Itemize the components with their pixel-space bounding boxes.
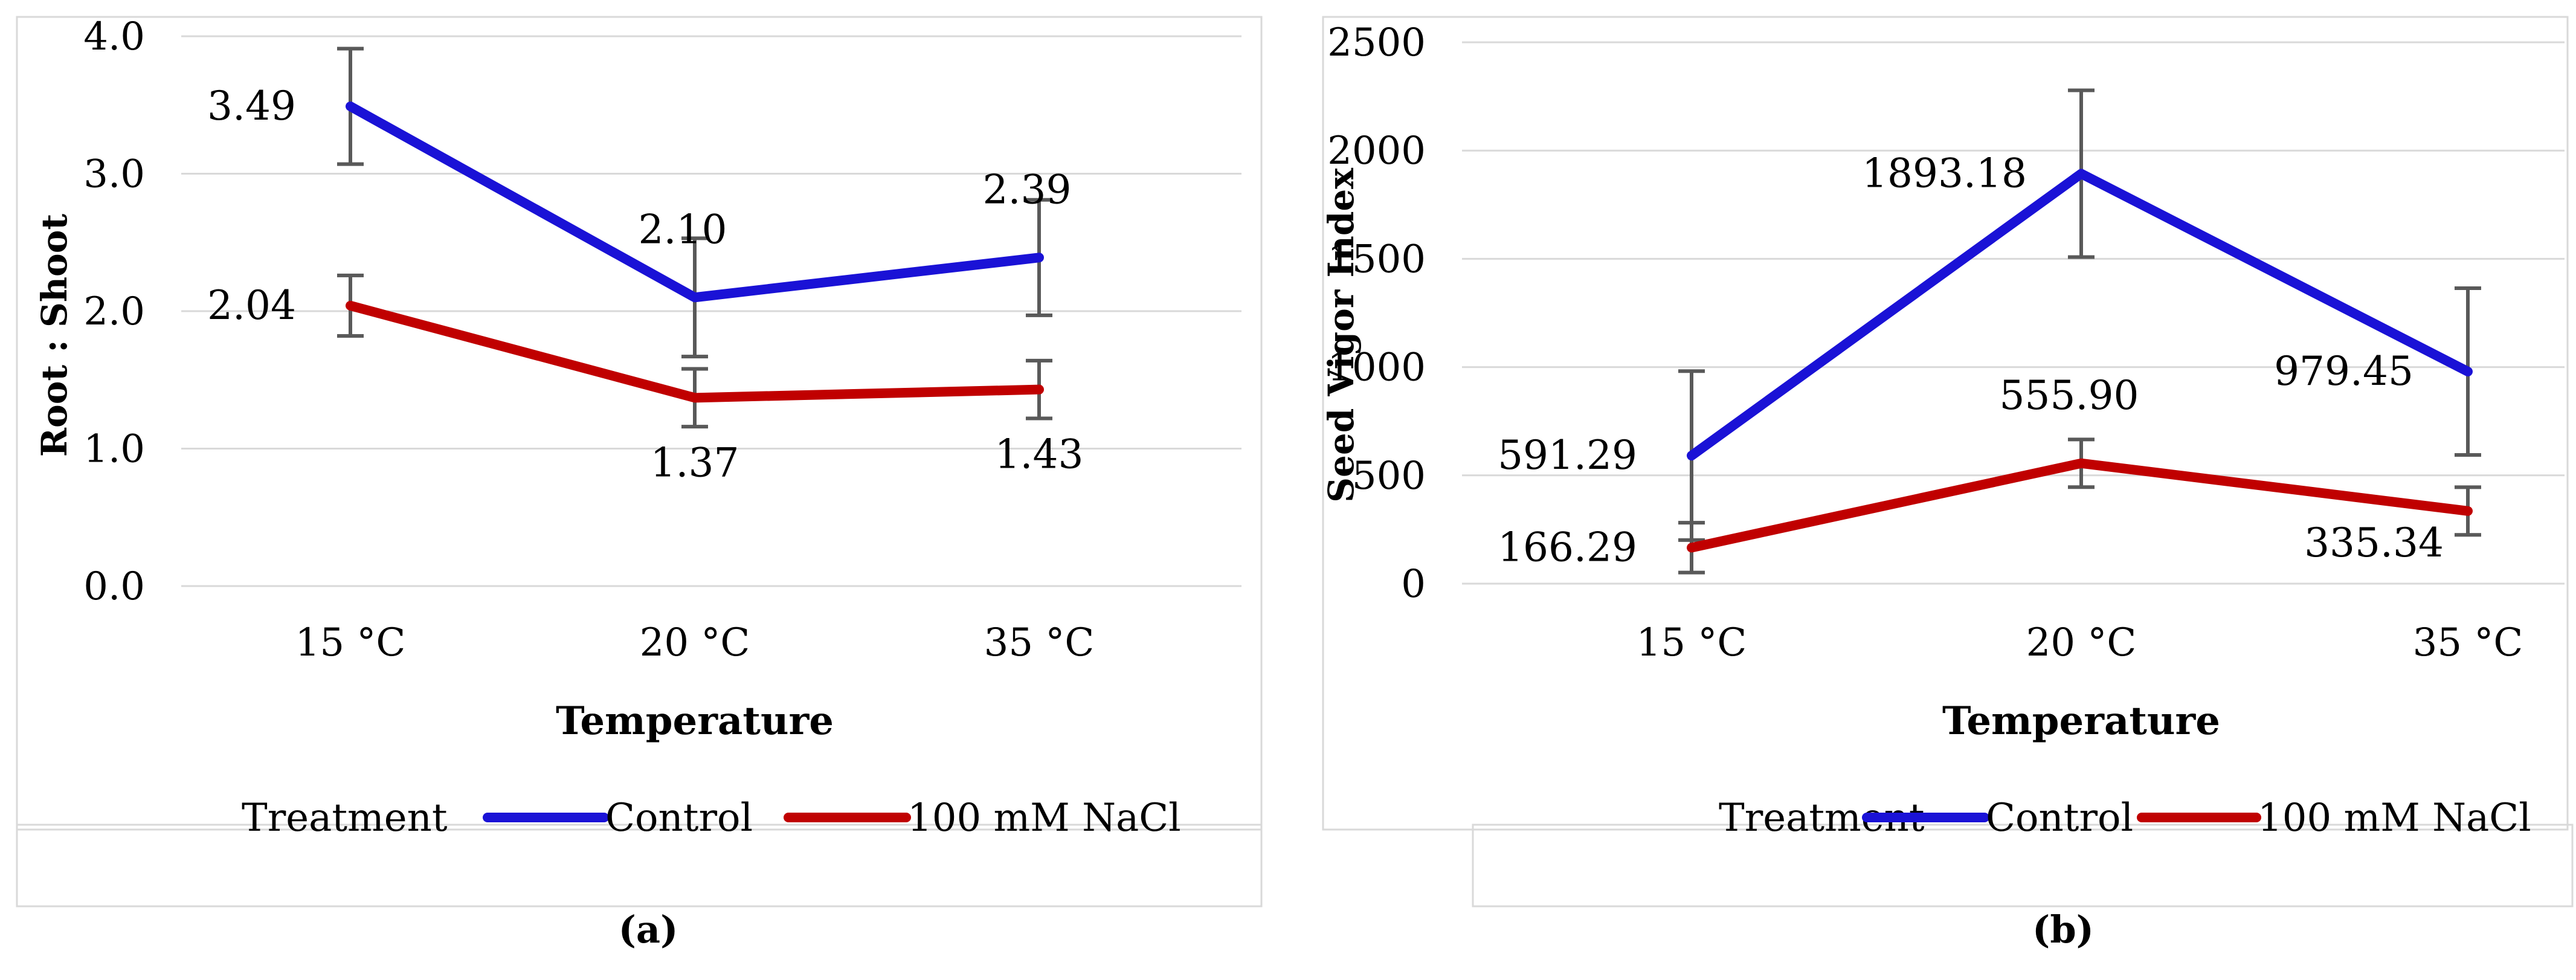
data-point — [694, 397, 695, 399]
x-axis-title: Temperature — [1942, 698, 2220, 744]
legend-title: Treatment — [242, 796, 448, 840]
data-point — [1038, 388, 1040, 390]
data-label: 166.29 — [1498, 524, 1637, 570]
data-point — [1691, 547, 1692, 549]
x-axis-title: Temperature — [556, 698, 834, 744]
x-tick-label: 15 °C — [295, 621, 406, 665]
x-tick-label: 35 °C — [2413, 621, 2523, 665]
data-label: 1.43 — [995, 431, 1084, 478]
data-point — [350, 106, 351, 108]
chart-area-border — [16, 16, 1263, 831]
data-label: 3.49 — [207, 83, 296, 129]
panel-label: (a) — [619, 907, 678, 952]
data-label: 1893.18 — [1862, 150, 2027, 196]
chart-a: 0.0 1.0 2.0 3.0 4.0 15 °C 20 °C 35 °C Temperatur… — [16, 15, 1263, 952]
y-tick-label: 2.0 — [83, 289, 145, 334]
data-label: 2.04 — [207, 282, 296, 329]
series-control: 591.29 1893.18 979.45 — [1498, 88, 2481, 542]
y-tick-label: 2000 — [1327, 129, 1426, 173]
series-100-mm-nacl: 2.04 1.37 1.43 — [207, 273, 1084, 486]
legend-box — [1472, 824, 2574, 907]
y-tick-label: 1000 — [1327, 346, 1426, 390]
legend: Treatment Control 100 mM NaCl — [16, 796, 1263, 907]
chart-area-border — [1322, 16, 2569, 831]
legend-box — [16, 824, 1263, 907]
data-point — [2467, 370, 2468, 372]
y-tick-label: 500 — [1352, 454, 1426, 498]
y-tick-label: 1500 — [1327, 237, 1426, 282]
x-tick-label: 15 °C — [1637, 621, 1747, 665]
y-axis-title: Seed Vigor Index — [1321, 168, 1362, 503]
legend-entry: 100 mM NaCl — [907, 796, 1181, 840]
data-point — [2467, 510, 2468, 512]
y-tick-label: 0.0 — [83, 564, 145, 609]
data-label: 2.39 — [983, 166, 1072, 213]
data-point — [2081, 173, 2082, 175]
data-label: 555.90 — [2000, 372, 2139, 419]
chart-b: 0 500 1000 1500 2000 2500 15 °C 20 °C 35 °C Tempe… — [1321, 16, 2574, 952]
data-point — [1691, 455, 1692, 457]
data-label: 979.45 — [2274, 348, 2413, 395]
data-label: 2.10 — [639, 206, 727, 253]
series-control: 3.49 2.10 2.39 — [207, 47, 1072, 359]
data-label: 1.37 — [651, 439, 739, 486]
y-tick-label: 3.0 — [83, 152, 145, 197]
panel-label: (b) — [2032, 907, 2094, 952]
legend-entry: 100 mM NaCl — [2258, 796, 2531, 840]
y-tick-label: 1.0 — [83, 427, 145, 472]
data-point — [1038, 257, 1040, 259]
data-label: 591.29 — [1498, 432, 1637, 479]
x-tick-label: 35 °C — [984, 621, 1095, 665]
data-point — [694, 297, 695, 298]
x-tick-label: 20 °C — [2026, 621, 2137, 665]
data-point — [350, 305, 351, 306]
series-100-mm-nacl: 166.29 555.90 335.34 — [1498, 372, 2481, 575]
data-label: 335.34 — [2304, 520, 2444, 566]
y-tick-label: 0 — [1401, 562, 1426, 607]
legend: Treatment Control 100 mM NaCl — [1472, 796, 2574, 907]
y-tick-label: 4.0 — [83, 15, 145, 59]
legend-entry: Control — [605, 796, 753, 840]
y-tick-label: 2500 — [1327, 21, 1426, 65]
y-axis-title: Root : Shoot — [34, 214, 75, 457]
data-point — [2081, 462, 2082, 464]
legend-entry: Control — [1986, 796, 2133, 840]
x-tick-label: 20 °C — [640, 621, 750, 665]
